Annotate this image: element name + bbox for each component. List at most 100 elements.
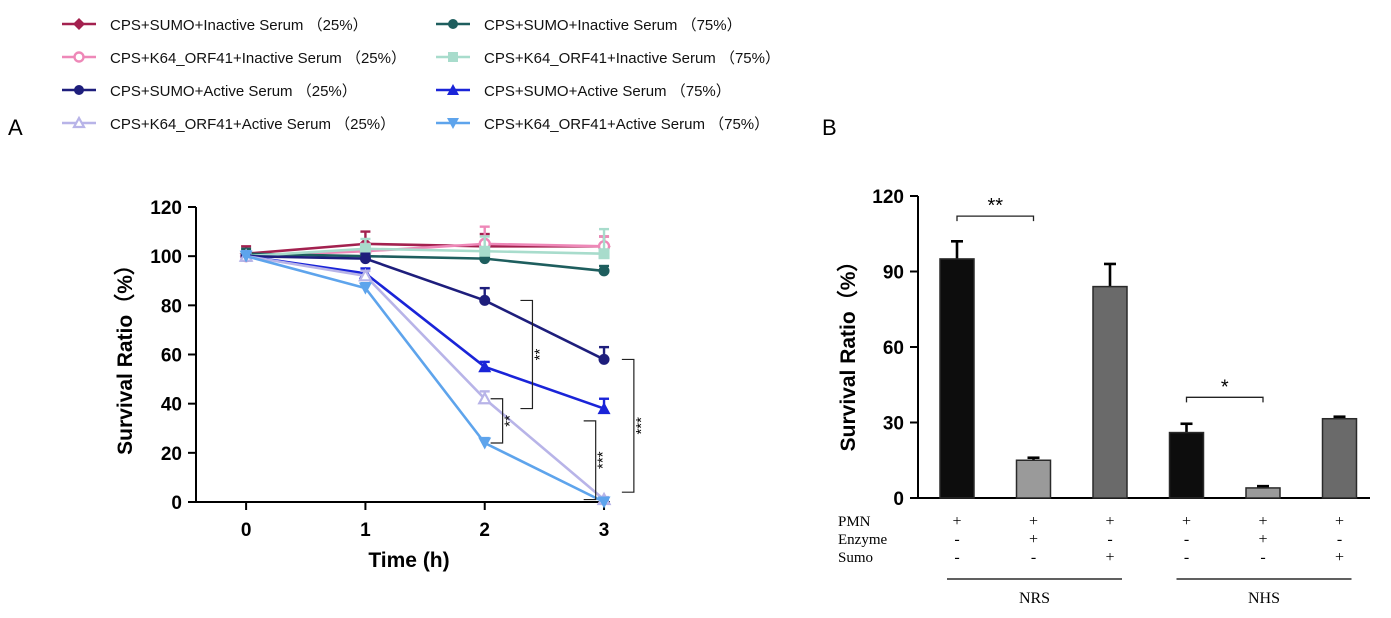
legend-marker bbox=[72, 115, 86, 129]
legend-label: CPS+K64_ORF41+Inactive Serum （25%） bbox=[110, 50, 406, 67]
series-line bbox=[246, 254, 605, 361]
significance-bracket: *** bbox=[621, 358, 650, 493]
bar-group bbox=[1168, 422, 1205, 499]
bar bbox=[1321, 417, 1358, 499]
legend-marker bbox=[448, 52, 458, 62]
y-axis-title: Survival Ratio（%） bbox=[113, 254, 137, 455]
significance-bracket: * bbox=[1185, 376, 1264, 403]
data-point bbox=[598, 353, 610, 365]
y-tick-label: 60 bbox=[161, 346, 182, 367]
condition-sign: + bbox=[1105, 549, 1114, 566]
condition-sign: - bbox=[1260, 549, 1265, 566]
bracket-line bbox=[621, 358, 635, 493]
group: NHS bbox=[1176, 578, 1352, 607]
condition-sign: + bbox=[1105, 513, 1114, 530]
legend-label: CPS+K64_ORF41+Inactive Serum （75%） bbox=[484, 50, 780, 67]
legend-label: CPS+SUMO+Inactive Serum （75%） bbox=[484, 17, 742, 34]
data-point bbox=[239, 250, 253, 263]
data-point bbox=[478, 360, 492, 373]
condition-sign: - bbox=[1184, 549, 1189, 566]
x-tick-label: 1 bbox=[360, 520, 371, 541]
data-point bbox=[359, 243, 371, 255]
condition-sign: + bbox=[1258, 513, 1267, 530]
legend-label: CPS+K64_ORF41+Active Serum （75%） bbox=[484, 116, 769, 133]
group-label: NHS bbox=[1248, 590, 1280, 607]
bar bbox=[1092, 285, 1128, 499]
condition-sign: - bbox=[954, 531, 959, 548]
bar bbox=[1015, 459, 1052, 499]
y-tick-label: 120 bbox=[150, 198, 182, 219]
condition-sign: + bbox=[1258, 531, 1267, 548]
bar-group bbox=[939, 240, 975, 499]
legend-item: CPS+K64_ORF41+Active Serum （75%） bbox=[436, 116, 769, 133]
condition-sign: + bbox=[952, 513, 961, 530]
data-point bbox=[598, 265, 610, 277]
legend-marker bbox=[448, 19, 458, 29]
x-axis-title: Time (h) bbox=[368, 549, 449, 572]
bracket-line bbox=[490, 398, 504, 444]
significance-bracket: ** bbox=[520, 299, 548, 410]
series-line bbox=[245, 254, 605, 501]
legend-item: CPS+SUMO+Inactive Serum （25%） bbox=[62, 17, 368, 34]
data-point bbox=[597, 402, 611, 415]
significance-label: *** bbox=[595, 451, 612, 469]
group-label: NRS bbox=[1019, 590, 1050, 607]
group: NRS bbox=[947, 578, 1122, 607]
series-line bbox=[246, 252, 605, 273]
y-tick-label: 90 bbox=[883, 263, 904, 284]
bracket-line bbox=[520, 299, 534, 410]
panel-label-a: A bbox=[8, 115, 23, 140]
y-tick-label: 100 bbox=[150, 247, 182, 268]
condition-sign: + bbox=[1335, 549, 1344, 566]
legend-marker bbox=[73, 51, 85, 63]
data-point bbox=[477, 390, 493, 405]
condition-sign: + bbox=[1029, 531, 1038, 548]
legend-item: CPS+K64_ORF41+Active Serum （25%） bbox=[62, 115, 395, 133]
series bbox=[238, 248, 612, 506]
condition-label: Sumo bbox=[838, 550, 873, 566]
legend-marker bbox=[74, 85, 84, 95]
data-point bbox=[359, 253, 371, 265]
series bbox=[239, 250, 611, 509]
legend-marker bbox=[73, 18, 85, 30]
y-tick-label: 20 bbox=[161, 444, 182, 465]
significance-label: ** bbox=[531, 349, 548, 361]
line-chart: 0 20 40 60 80 100 120 0 1 2 3 Time (h) Survival Rati… bbox=[113, 198, 650, 572]
significance-bracket: ** bbox=[956, 195, 1035, 222]
condition-label: PMN bbox=[838, 514, 871, 530]
y-tick-label: 40 bbox=[161, 395, 182, 416]
significance-bracket: ** bbox=[490, 398, 519, 444]
condition-sign: + bbox=[1335, 513, 1344, 530]
bracket-line bbox=[583, 420, 597, 501]
significance-bracket: *** bbox=[583, 420, 612, 501]
y-tick-label: 0 bbox=[893, 489, 904, 510]
bracket-line bbox=[1185, 396, 1264, 403]
significance-label: ** bbox=[502, 415, 519, 427]
legend-item: CPS+SUMO+Active Serum （75%） bbox=[436, 83, 731, 100]
bar bbox=[1168, 431, 1205, 499]
data-point bbox=[479, 294, 491, 306]
legend: CPS+SUMO+Inactive Serum （25%） CPS+K64_ORF… bbox=[62, 17, 780, 133]
bar-group bbox=[1015, 456, 1052, 499]
data-point bbox=[479, 245, 491, 257]
bar-group bbox=[1092, 262, 1128, 499]
y-tick-label: 30 bbox=[883, 414, 904, 435]
data-point bbox=[478, 437, 492, 450]
bar-group bbox=[1245, 484, 1281, 499]
legend-item: CPS+K64_ORF41+Inactive Serum （25%） bbox=[62, 50, 406, 67]
x-tick-label: 0 bbox=[241, 520, 252, 541]
legend-marker bbox=[447, 84, 459, 95]
legend-marker bbox=[447, 118, 459, 129]
bar-group bbox=[1321, 415, 1358, 499]
data-point bbox=[597, 496, 611, 509]
condition-sign: + bbox=[1029, 513, 1038, 530]
legend-label: CPS+SUMO+Active Serum （25%） bbox=[110, 83, 357, 100]
data-point bbox=[358, 282, 372, 295]
panel-label-b: B bbox=[822, 115, 837, 140]
condition-sign: - bbox=[954, 549, 959, 566]
bar bbox=[939, 258, 975, 499]
legend-label: CPS+K64_ORF41+Active Serum （25%） bbox=[110, 116, 395, 133]
series bbox=[239, 249, 611, 415]
